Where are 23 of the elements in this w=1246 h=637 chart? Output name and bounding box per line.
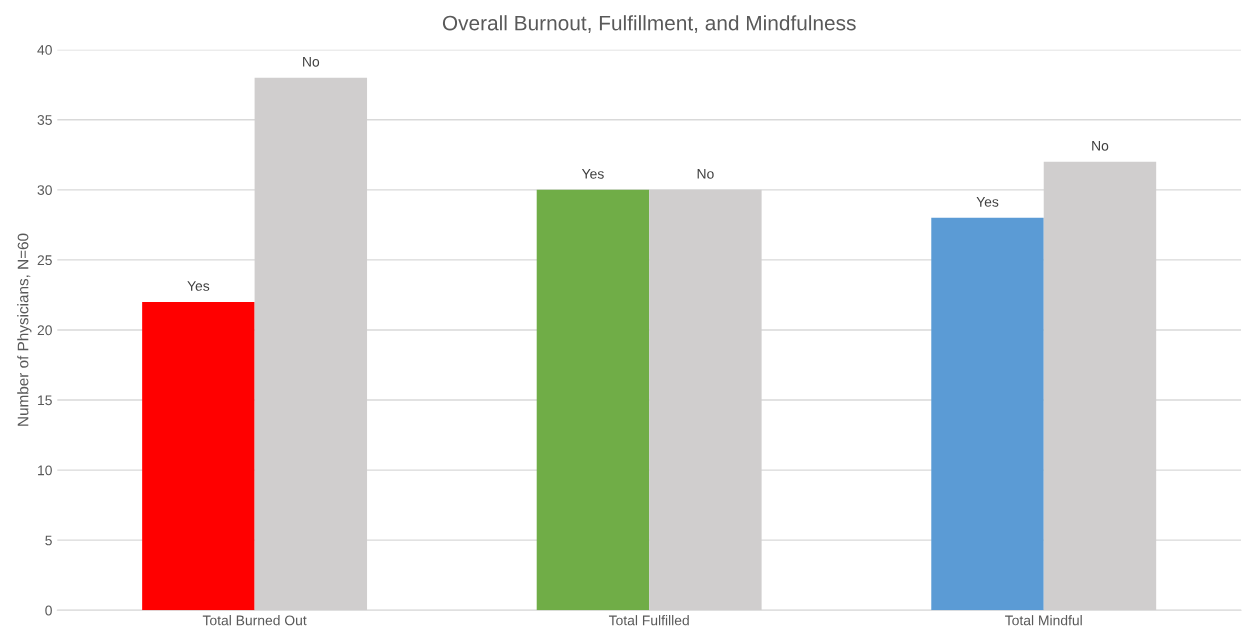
bar xyxy=(142,301,255,611)
y-tick-label: 25 xyxy=(37,255,52,266)
text: Yes xyxy=(581,169,604,179)
y-tick-label: 15 xyxy=(38,395,52,406)
x-tick-label: Total Burned Out xyxy=(202,615,307,626)
x-tick-label: Total Mindful xyxy=(1005,615,1082,626)
chart-title: Overall Burnout, Fulfillment, and Mindfulness xyxy=(442,15,856,33)
bar xyxy=(536,189,650,611)
y-tick-label: 5 xyxy=(45,535,52,546)
text: No xyxy=(697,169,714,179)
series-label: Yes xyxy=(976,197,999,207)
bar xyxy=(931,217,1044,611)
text: Yes xyxy=(187,281,210,291)
y-tick-label: 35 xyxy=(37,115,52,125)
text: No xyxy=(1092,141,1109,151)
y-tick-label: 40 xyxy=(37,45,52,55)
y-tick-label: 20 xyxy=(37,325,52,336)
y-tick-label: 30 xyxy=(37,185,52,195)
y-tick-label: 0 xyxy=(45,605,52,616)
y-axis-title: Number of Physicians, N=60 xyxy=(17,233,32,426)
y-tick-label: 10 xyxy=(38,465,52,476)
x-tick-label: Total Fulfilled xyxy=(608,615,689,626)
series-label: No xyxy=(303,56,320,67)
